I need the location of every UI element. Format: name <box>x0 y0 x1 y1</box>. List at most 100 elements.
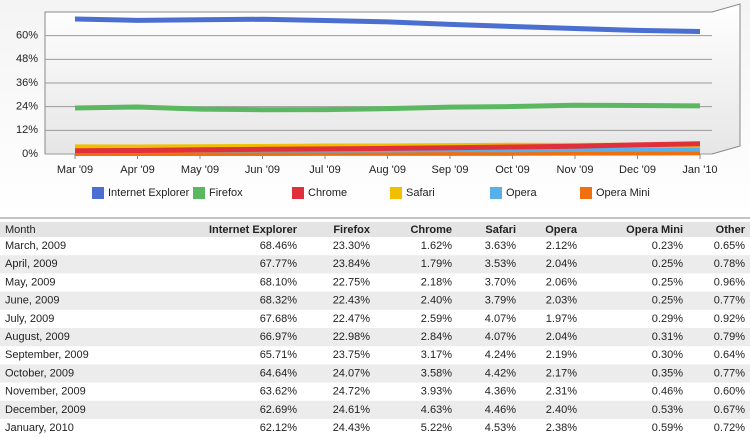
table-cell: 22.75% <box>333 276 371 288</box>
table-cell: 24.61% <box>333 404 371 416</box>
x-tick-label: Jul '09 <box>309 164 340 176</box>
legend-swatch <box>490 187 502 199</box>
table-header-bg <box>0 222 750 237</box>
table-cell: 2.06% <box>546 276 577 288</box>
series-line <box>74 16 701 34</box>
legend-label: Opera Mini <box>596 187 650 199</box>
legend-label: Chrome <box>308 187 347 199</box>
table-cell: 4.24% <box>485 349 516 361</box>
x-tick-label: Jan '10 <box>682 164 717 176</box>
table-cell: 65.71% <box>260 349 298 361</box>
series-line <box>74 102 701 113</box>
table-cell: November, 2009 <box>5 386 86 398</box>
table-cell: 0.46% <box>652 386 683 398</box>
table-cell: 2.31% <box>546 386 577 398</box>
table-cell: 2.59% <box>421 313 452 325</box>
y-tick-label: 0% <box>22 148 38 160</box>
y-tick-label: 24% <box>16 101 38 113</box>
table-cell: 2.17% <box>546 367 577 379</box>
table-cell: May, 2009 <box>5 276 56 288</box>
table-cell: 0.65% <box>714 240 745 252</box>
table-cell: 0.25% <box>652 295 683 307</box>
row-bg <box>0 400 750 419</box>
table-cell: 3.17% <box>421 349 452 361</box>
table-cell: 3.79% <box>485 295 516 307</box>
table-cell: 2.04% <box>546 331 577 343</box>
table-header: Chrome <box>410 224 452 236</box>
table-cell: 0.92% <box>714 313 745 325</box>
x-tick-label: Sep '09 <box>432 164 469 176</box>
table-cell: 4.63% <box>421 404 452 416</box>
table-cell: 2.40% <box>421 295 452 307</box>
row-bg <box>0 364 750 383</box>
table-cell: 68.10% <box>260 276 298 288</box>
table-cell: 1.97% <box>546 313 577 325</box>
series-line <box>74 150 701 157</box>
legend-swatch <box>390 187 402 199</box>
table-cell: 2.19% <box>546 349 577 361</box>
x-tick-label: Apr '09 <box>120 164 155 176</box>
table-cell: 24.72% <box>333 386 371 398</box>
table-cell: 0.35% <box>652 367 683 379</box>
table-cell: October, 2009 <box>5 367 74 379</box>
plot-area <box>44 3 741 155</box>
table-header: Safari <box>485 224 516 236</box>
table-cell: March, 2009 <box>5 240 66 252</box>
table-cell: 3.53% <box>485 258 516 270</box>
legend-swatch <box>193 187 205 199</box>
table-cell: 0.23% <box>652 240 683 252</box>
table-cell: 62.69% <box>260 404 298 416</box>
table-cell: 4.46% <box>485 404 516 416</box>
table-cell: 4.07% <box>485 313 516 325</box>
y-tick-label: 12% <box>16 124 38 136</box>
table-cell: 0.60% <box>714 386 745 398</box>
table-cell: 3.70% <box>485 276 516 288</box>
x-tick-label: Dec '09 <box>619 164 656 176</box>
table-header: Firefox <box>333 224 371 236</box>
table-cell: 0.59% <box>652 422 683 434</box>
legend-label: Safari <box>406 187 435 199</box>
legend-label: Internet Explorer <box>108 187 190 199</box>
table-cell: 67.77% <box>260 258 298 270</box>
table-cell: July, 2009 <box>5 313 54 325</box>
table-cell: 2.03% <box>546 295 577 307</box>
table-cell: 24.43% <box>333 422 371 434</box>
y-tick-label: 60% <box>16 30 38 42</box>
table-cell: 23.84% <box>333 258 371 270</box>
table-cell: April, 2009 <box>5 258 58 270</box>
table-cell: 0.64% <box>714 349 745 361</box>
table-header: Internet Explorer <box>209 224 298 236</box>
table-cell: 4.36% <box>485 386 516 398</box>
table-cell: August, 2009 <box>5 331 70 343</box>
table-cell: 4.53% <box>485 422 516 434</box>
table-cell: 0.25% <box>652 258 683 270</box>
table-cell: 22.98% <box>333 331 371 343</box>
table-cell: 0.96% <box>714 276 745 288</box>
table-cell: 4.07% <box>485 331 516 343</box>
series-line <box>74 141 701 154</box>
row-bg <box>0 328 750 347</box>
x-tick-label: Jun '09 <box>245 164 280 176</box>
table-cell: 68.32% <box>260 295 298 307</box>
table-cell: 64.64% <box>260 367 298 379</box>
table-cell: 1.79% <box>421 258 452 270</box>
legend-swatch <box>580 187 592 199</box>
table-cell: 0.72% <box>714 422 745 434</box>
table-cell: 0.77% <box>714 367 745 379</box>
table-cell: September, 2009 <box>5 349 89 361</box>
table-cell: December, 2009 <box>5 404 86 416</box>
table-cell: 2.40% <box>546 404 577 416</box>
table-cell: June, 2009 <box>5 295 59 307</box>
y-tick-label: 36% <box>16 77 38 89</box>
table-cell: 23.75% <box>333 349 371 361</box>
table-cell: 0.67% <box>714 404 745 416</box>
y-tick-label: 48% <box>16 53 38 65</box>
table-cell: 22.43% <box>333 295 371 307</box>
table-cell: 0.29% <box>652 313 683 325</box>
table-cell: 62.12% <box>260 422 298 434</box>
table-header: Opera <box>545 224 578 236</box>
table-cell: 3.93% <box>421 386 452 398</box>
table-cell: 2.04% <box>546 258 577 270</box>
